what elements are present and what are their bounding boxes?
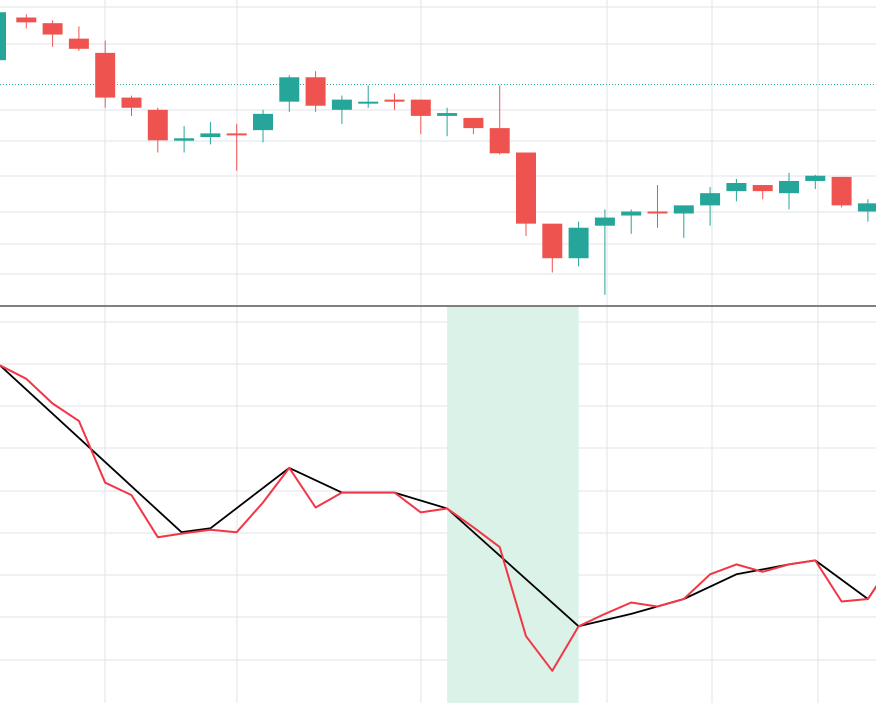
candle (857, 199, 876, 222)
candle (305, 71, 326, 112)
candle-body (831, 176, 852, 206)
candle-body (0, 12, 6, 61)
candle (95, 40, 116, 108)
candle-body (437, 113, 458, 116)
candle (463, 117, 484, 135)
candle-body (95, 52, 116, 98)
candle-body (857, 203, 876, 212)
candle (621, 209, 642, 234)
candle-body (752, 185, 773, 192)
candle-body (410, 99, 431, 116)
candle-body (621, 211, 642, 216)
candle-body (174, 138, 195, 141)
candle-body (279, 77, 300, 102)
candle-body (594, 217, 615, 226)
candle-body (542, 223, 563, 259)
candle (594, 209, 615, 295)
candlestick-series (0, 12, 876, 295)
candle-body (463, 117, 484, 129)
candle-body (253, 113, 273, 131)
raw-indicator-line (0, 364, 876, 672)
candle (226, 124, 247, 171)
candle (437, 107, 458, 137)
candle-body (568, 227, 589, 259)
candle (831, 176, 852, 208)
candle (568, 221, 589, 267)
candle (647, 185, 668, 228)
candle (147, 107, 168, 153)
candle-body (16, 17, 37, 23)
candle (489, 85, 510, 155)
candle-body (726, 183, 747, 192)
candle (279, 75, 300, 112)
candle (805, 174, 826, 190)
candle-body (516, 152, 536, 224)
indicator-pane-grid (0, 307, 876, 703)
candle (516, 152, 536, 236)
candle-body (384, 99, 405, 102)
highlight-zone-rect (447, 307, 579, 703)
candle (121, 95, 142, 116)
candle (174, 126, 195, 153)
candle-body (805, 175, 826, 181)
candle (700, 187, 721, 226)
candle-body (489, 128, 510, 154)
indicator-series (0, 364, 876, 672)
candle-body (200, 133, 221, 138)
candle (726, 178, 747, 202)
candle-body (305, 77, 326, 106)
candle (200, 122, 221, 145)
candle-body (42, 23, 63, 35)
candle-body (147, 109, 168, 141)
candle (42, 20, 63, 47)
candle (253, 109, 273, 143)
candle (68, 26, 89, 51)
candle-body (700, 193, 721, 206)
indicator-highlight-zone (447, 307, 579, 703)
candle-body (68, 38, 89, 49)
candle (0, 12, 6, 61)
candle (779, 172, 799, 210)
candle-body (673, 205, 694, 214)
candle (673, 205, 694, 238)
price-pane-grid (0, 0, 876, 305)
candle (542, 223, 563, 273)
candle (16, 14, 37, 29)
candle-body (121, 97, 142, 108)
candle-body (358, 101, 379, 104)
candle (752, 185, 773, 200)
candle (384, 93, 405, 110)
candle-body (226, 133, 247, 136)
candle (410, 99, 431, 135)
candle-body (331, 99, 352, 110)
candle-body (779, 180, 799, 194)
candle (331, 95, 352, 125)
candle-body (647, 211, 668, 214)
candle (358, 85, 379, 108)
